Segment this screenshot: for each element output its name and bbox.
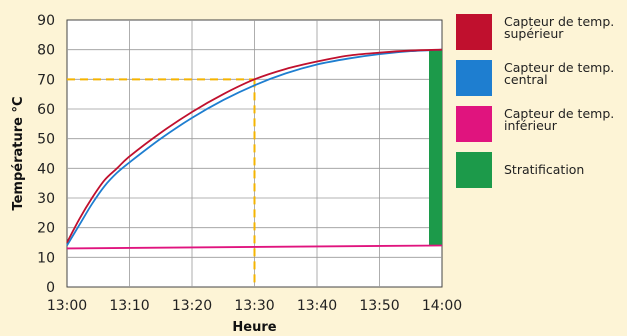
y-tick-label: 90 xyxy=(37,13,55,29)
series-line-1 xyxy=(66,48,443,246)
y-tick-label: 50 xyxy=(37,132,55,148)
legend-label-stratification: Stratification xyxy=(504,162,627,177)
y-tick-label: 30 xyxy=(37,191,55,207)
y-tick-label: 0 xyxy=(46,280,55,296)
legend-label-line1: Capteur de temp. xyxy=(504,106,615,121)
series-line-2 xyxy=(66,244,443,250)
y-tick-label: 40 xyxy=(37,161,55,177)
x-tick-label: 13:10 xyxy=(109,298,149,314)
stratification-band xyxy=(429,49,442,246)
x-tick-label: 13:00 xyxy=(47,298,87,314)
y-tick-labels: 0 10 20 30 40 50 60 70 80 90 xyxy=(37,13,55,296)
legend-item-stratification: Stratification xyxy=(456,152,626,188)
legend-label-line1: Capteur de temp. xyxy=(504,60,615,75)
legend-swatch-lower-sensor xyxy=(456,106,492,142)
y-tick-label: 20 xyxy=(37,221,55,237)
series-lines xyxy=(66,48,443,250)
legend-item-upper-sensor: Capteur de temp. supérieur xyxy=(456,14,626,50)
x-tick-label: 13:30 xyxy=(234,298,274,314)
stratification-bar xyxy=(429,49,442,246)
x-tick-label: 14:00 xyxy=(422,298,462,314)
legend-swatch-central-sensor xyxy=(456,60,492,96)
x-tick-label: 13:40 xyxy=(297,298,337,314)
legend-label-lower-sensor: Capteur de temp. inférieur xyxy=(504,106,627,133)
legend-label-line2: central xyxy=(504,72,548,87)
legend-swatch-stratification xyxy=(456,152,492,188)
legend: Capteur de temp. supérieur Capteur de te… xyxy=(456,14,626,198)
y-tick-label: 80 xyxy=(37,43,55,59)
legend-swatch-upper-sensor xyxy=(456,14,492,50)
x-tick-labels: 13:00 13:10 13:20 13:30 13:40 13:50 14:00 xyxy=(47,298,462,314)
x-tick-label: 13:20 xyxy=(172,298,212,314)
legend-label-upper-sensor: Capteur de temp. supérieur xyxy=(504,14,627,41)
legend-item-lower-sensor: Capteur de temp. inférieur xyxy=(456,106,626,142)
legend-label-line1: Capteur de temp. xyxy=(504,14,615,29)
x-axis-title: Heure xyxy=(232,320,276,335)
y-tick-label: 60 xyxy=(37,102,55,118)
legend-label-line2: supérieur xyxy=(504,26,564,41)
legend-label-central-sensor: Capteur de temp. central xyxy=(504,60,627,87)
legend-label-line1: Stratification xyxy=(504,162,585,177)
reference-lines xyxy=(67,78,256,287)
y-tick-label: 10 xyxy=(37,250,55,266)
x-tick-label: 13:50 xyxy=(359,298,399,314)
legend-item-central-sensor: Capteur de temp. central xyxy=(456,60,626,96)
legend-label-line2: inférieur xyxy=(504,118,557,133)
grid xyxy=(67,20,442,287)
y-axis-title: Température °C xyxy=(11,96,26,210)
y-tick-label: 70 xyxy=(37,72,55,88)
series-line-0 xyxy=(66,48,443,243)
